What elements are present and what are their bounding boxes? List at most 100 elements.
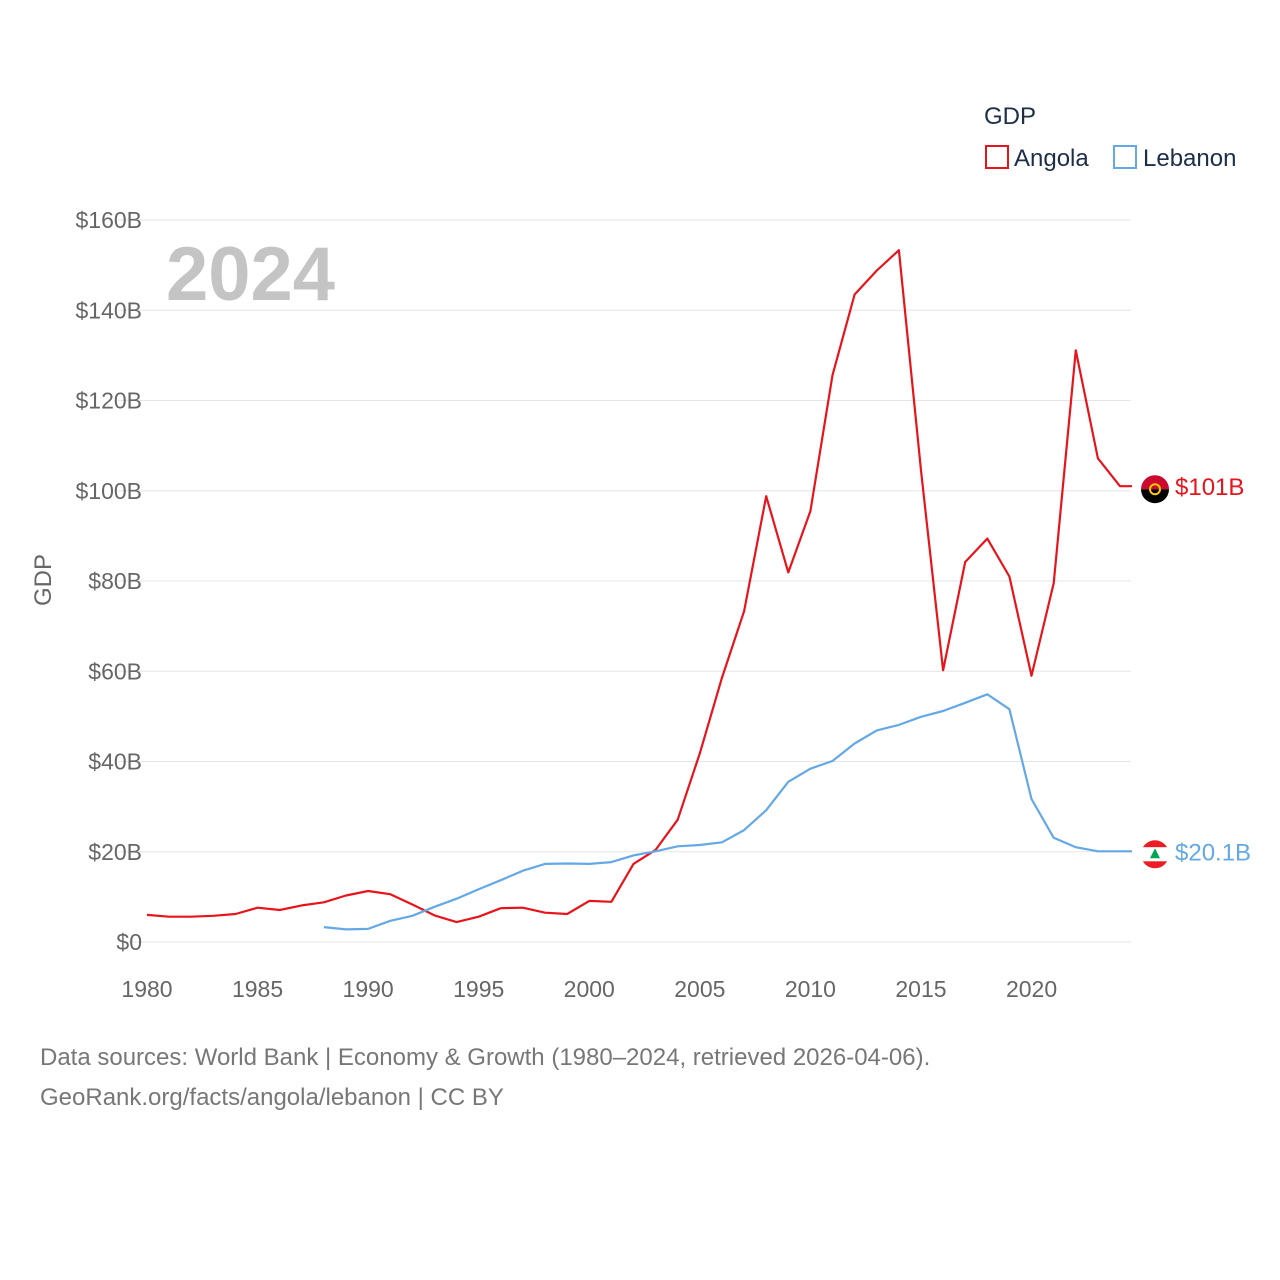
data-point-lebanon[interactable]: [697, 842, 703, 848]
data-point-angola[interactable]: [1006, 573, 1012, 579]
data-point-lebanon[interactable]: [431, 904, 437, 910]
data-point-lebanon[interactable]: [476, 886, 482, 892]
footer-link[interactable]: GeoRank.org/facts/angola/lebanon | CC BY: [40, 1084, 504, 1111]
data-point-lebanon[interactable]: [343, 926, 349, 932]
data-point-angola[interactable]: [741, 608, 747, 614]
data-point-angola[interactable]: [719, 675, 725, 681]
y-tick-label: $120B: [75, 388, 142, 414]
data-point-lebanon[interactable]: [852, 740, 858, 746]
data-point-lebanon[interactable]: [365, 926, 371, 932]
data-point-lebanon[interactable]: [874, 727, 880, 733]
data-point-angola[interactable]: [232, 911, 238, 917]
data-point-lebanon[interactable]: [984, 691, 990, 697]
data-point-lebanon[interactable]: [1006, 706, 1012, 712]
data-point-angola[interactable]: [542, 910, 548, 916]
data-point-lebanon[interactable]: [653, 848, 659, 854]
data-point-lebanon[interactable]: [542, 861, 548, 867]
data-point-angola[interactable]: [1095, 455, 1101, 461]
legend-item-lebanon[interactable]: Lebanon: [1113, 145, 1236, 172]
legend: GDP Angola Lebanon: [984, 103, 1236, 172]
data-point-lebanon[interactable]: [1029, 796, 1035, 802]
data-point-angola[interactable]: [454, 919, 460, 925]
data-point-angola[interactable]: [564, 911, 570, 917]
data-point-angola[interactable]: [1073, 347, 1079, 353]
data-point-angola[interactable]: [697, 750, 703, 756]
data-point-lebanon[interactable]: [520, 868, 526, 874]
data-point-angola[interactable]: [277, 907, 283, 913]
data-point-lebanon[interactable]: [675, 843, 681, 849]
data-point-angola[interactable]: [675, 817, 681, 823]
x-tick-label: 2020: [1006, 976, 1057, 1002]
data-point-lebanon[interactable]: [918, 714, 924, 720]
data-point-lebanon[interactable]: [763, 807, 769, 813]
data-point-angola[interactable]: [830, 372, 836, 378]
y-axis-title: GDP: [30, 554, 57, 606]
data-point-lebanon[interactable]: [1095, 848, 1101, 854]
data-point-angola[interactable]: [984, 536, 990, 542]
data-point-lebanon[interactable]: [741, 827, 747, 833]
y-tick-label: $0: [116, 929, 142, 955]
data-point-lebanon[interactable]: [1073, 844, 1079, 850]
y-tick-label: $100B: [75, 478, 142, 504]
data-point-angola[interactable]: [586, 898, 592, 904]
data-point-angola[interactable]: [299, 902, 305, 908]
data-point-lebanon[interactable]: [1051, 835, 1057, 841]
data-point-angola[interactable]: [918, 467, 924, 473]
data-point-angola[interactable]: [343, 893, 349, 899]
series-line-angola[interactable]: [146, 249, 1132, 924]
data-point-angola[interactable]: [807, 508, 813, 514]
data-point-lebanon[interactable]: [387, 918, 393, 924]
data-point-lebanon[interactable]: [454, 896, 460, 902]
data-point-lebanon[interactable]: [498, 877, 504, 883]
data-point-angola[interactable]: [210, 913, 216, 919]
data-point-angola[interactable]: [365, 888, 371, 894]
data-point-lebanon[interactable]: [608, 859, 614, 865]
data-point-lebanon[interactable]: [586, 861, 592, 867]
data-point-angola[interactable]: [1029, 673, 1035, 679]
data-point-angola[interactable]: [431, 912, 437, 918]
y-tick-label: $20B: [88, 839, 142, 865]
data-point-lebanon[interactable]: [1117, 848, 1123, 854]
data-point-angola[interactable]: [188, 914, 194, 920]
end-value-label-angola: $101B: [1175, 474, 1244, 501]
data-point-angola[interactable]: [896, 247, 902, 253]
legend-title: GDP: [984, 103, 1036, 130]
data-point-lebanon[interactable]: [631, 852, 637, 858]
data-point-angola[interactable]: [785, 569, 791, 575]
data-point-angola[interactable]: [940, 667, 946, 673]
data-point-angola[interactable]: [1117, 483, 1123, 489]
data-point-angola[interactable]: [962, 559, 968, 565]
data-point-angola[interactable]: [476, 914, 482, 920]
x-tick-label: 1985: [232, 976, 283, 1002]
data-point-lebanon[interactable]: [785, 779, 791, 785]
data-point-angola[interactable]: [144, 912, 150, 918]
series-line-lebanon[interactable]: [323, 693, 1132, 931]
data-point-lebanon[interactable]: [409, 913, 415, 919]
data-point-angola[interactable]: [874, 268, 880, 274]
gridlines: [118, 219, 1131, 943]
x-tick-label: 2005: [674, 976, 725, 1002]
data-point-lebanon[interactable]: [896, 722, 902, 728]
data-point-lebanon[interactable]: [807, 766, 813, 772]
data-point-angola[interactable]: [763, 493, 769, 499]
data-point-angola[interactable]: [321, 899, 327, 905]
data-point-lebanon[interactable]: [321, 924, 327, 930]
data-point-angola[interactable]: [387, 891, 393, 897]
data-point-angola[interactable]: [255, 905, 261, 911]
data-point-angola[interactable]: [631, 861, 637, 867]
y-axis-ticks: $0 $20B $40B $60B $80B $100B $120B $140B $160B: [75, 207, 142, 955]
data-point-lebanon[interactable]: [962, 700, 968, 706]
data-point-angola[interactable]: [520, 905, 526, 911]
data-point-angola[interactable]: [852, 291, 858, 297]
data-point-angola[interactable]: [409, 902, 415, 908]
data-point-lebanon[interactable]: [719, 839, 725, 845]
data-point-angola[interactable]: [498, 905, 504, 911]
data-point-lebanon[interactable]: [564, 860, 570, 866]
data-point-angola[interactable]: [608, 899, 614, 905]
data-point-angola[interactable]: [1051, 580, 1057, 586]
data-point-lebanon[interactable]: [830, 758, 836, 764]
legend-swatch-angola: [985, 145, 1009, 169]
data-point-angola[interactable]: [166, 914, 172, 920]
legend-item-angola[interactable]: Angola: [985, 145, 1089, 172]
data-point-lebanon[interactable]: [940, 708, 946, 714]
